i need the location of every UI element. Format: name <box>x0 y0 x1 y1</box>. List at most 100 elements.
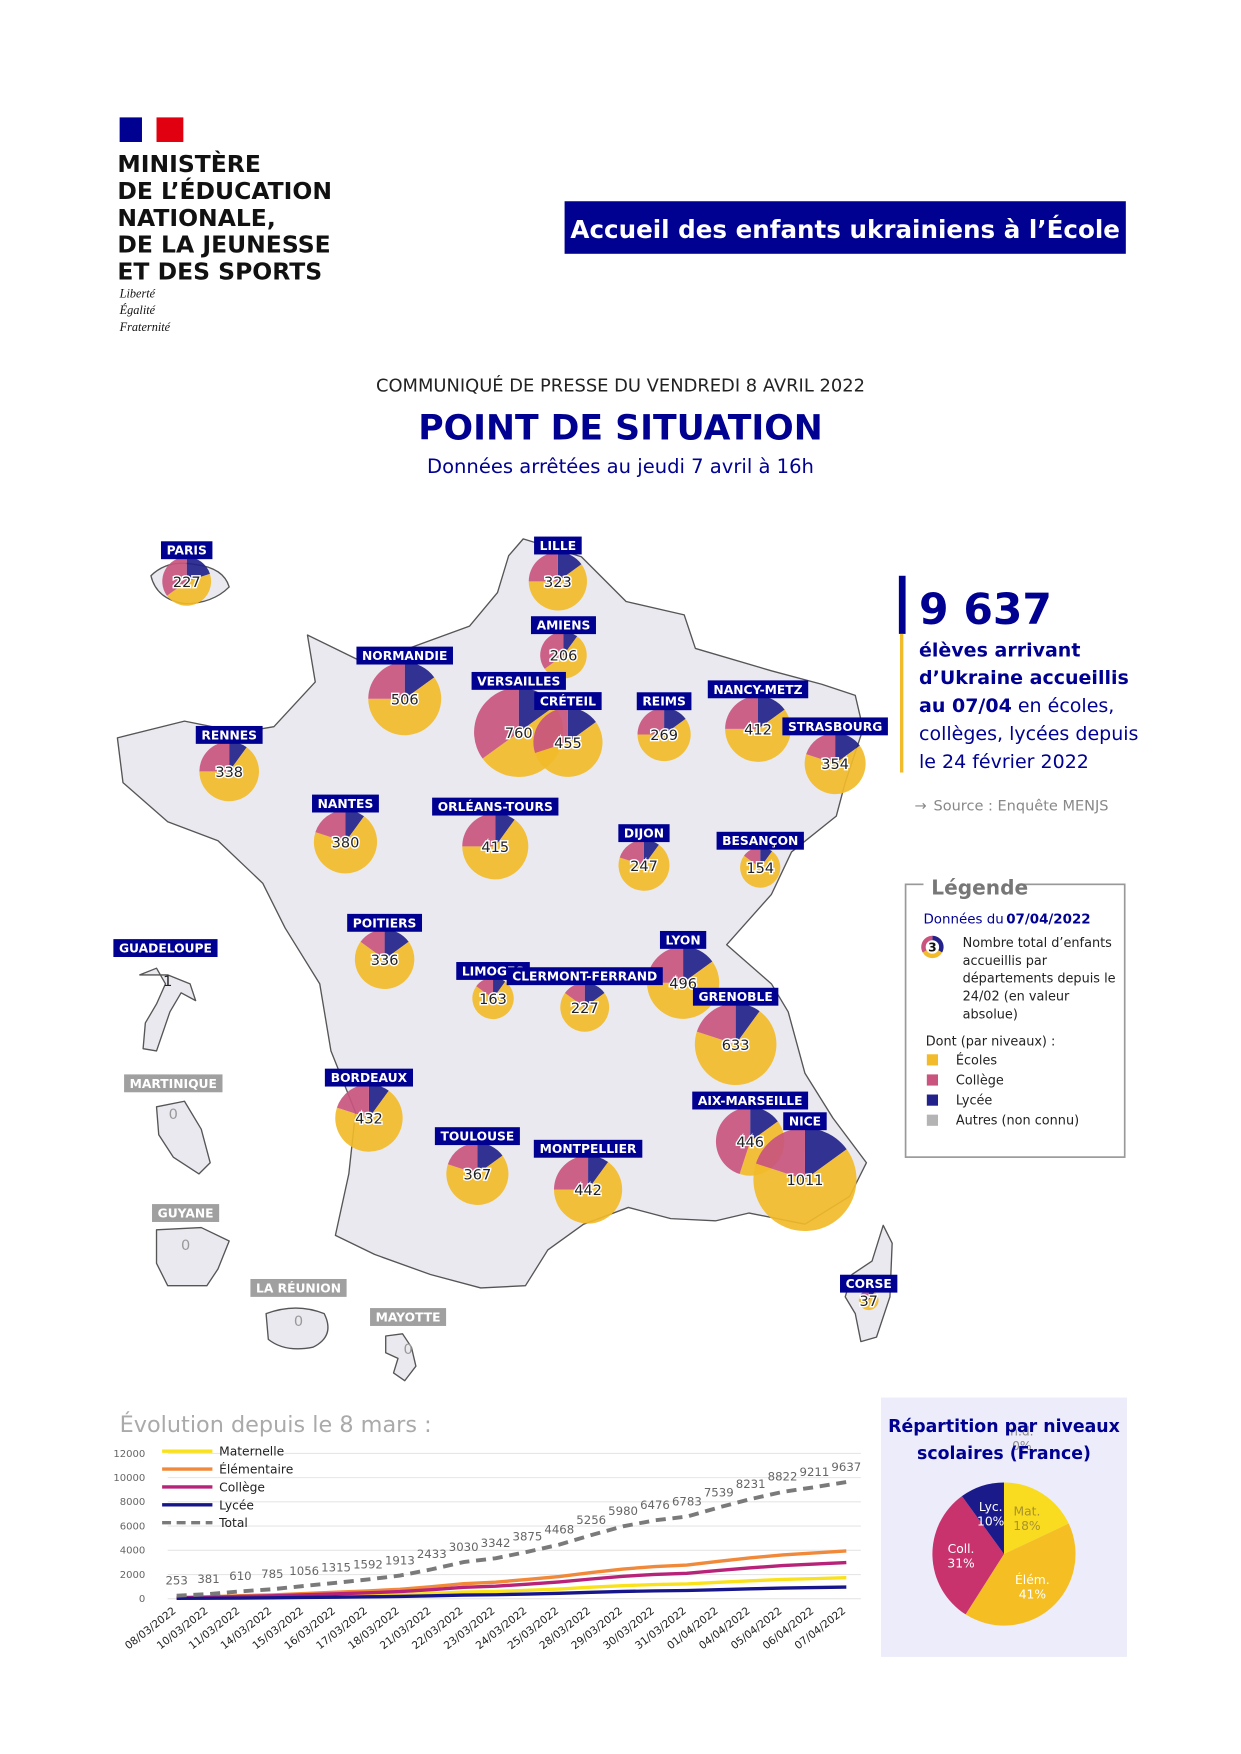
region-label-bg <box>692 1091 809 1110</box>
region-value: 506 <box>391 692 419 708</box>
y-tick-label: 0 <box>139 1594 145 1605</box>
guadeloupe <box>139 967 197 1052</box>
pie-value: 31% <box>947 1557 974 1571</box>
legend-title: Légende <box>931 875 1028 899</box>
pie-slice <box>961 1482 1004 1555</box>
region-slice <box>229 741 247 772</box>
region-label: LYON <box>666 933 701 947</box>
region-label: LILLE <box>540 539 576 553</box>
legend-label: Collège <box>219 1480 265 1494</box>
region-value: 455 <box>554 736 582 752</box>
region-slice <box>368 1084 389 1118</box>
press-date: COMMUNIQUÉ DE PRESSE DU VENDREDI 8 AVRIL… <box>376 374 865 396</box>
region-label: NANCY-METZ <box>713 683 802 697</box>
region-slice <box>664 707 686 735</box>
legend-item: Écoles <box>956 1052 998 1068</box>
legend-swatch <box>926 1074 939 1086</box>
pie-slice <box>1003 1482 1069 1555</box>
region-slice <box>740 851 781 888</box>
region-slice <box>186 556 210 582</box>
stat-bold: élèves arrivant d’Ukraine accueillis au … <box>918 639 1129 718</box>
region-label: TOULOUSE <box>440 1130 514 1144</box>
region-pie <box>637 707 691 762</box>
motto-line: Fraternité <box>119 320 171 334</box>
data-label: 381 <box>197 1572 219 1586</box>
stat-bar-accent <box>899 633 904 773</box>
flag-blue <box>119 117 142 142</box>
region-pie <box>533 707 603 777</box>
region-label-bg <box>636 692 692 711</box>
region-pie <box>162 556 212 606</box>
region-label: PARIS <box>167 544 207 558</box>
region-label-bg <box>716 831 804 850</box>
region-pie <box>335 1084 403 1152</box>
region-slice <box>735 1003 760 1045</box>
region-label: CLERMONT-FERRAND <box>512 970 657 984</box>
overseas-value: 0 <box>169 1107 178 1123</box>
overseas-value: 0 <box>181 1238 190 1254</box>
flag-red <box>156 117 184 142</box>
legend-example-center <box>925 940 940 954</box>
region-label: DIJON <box>624 827 664 841</box>
region-pie <box>740 847 781 888</box>
region-label: CRÉTEIL <box>540 694 596 709</box>
region-pie <box>368 662 442 736</box>
region-slice <box>725 709 791 762</box>
pie-category: n.d. <box>1010 1425 1033 1439</box>
region-label: RENNES <box>201 728 257 742</box>
banner <box>564 201 1126 254</box>
mayotte <box>385 1333 417 1382</box>
data-label: 610 <box>229 1569 251 1583</box>
region-slice <box>335 1090 403 1152</box>
region-value: 227 <box>173 575 201 591</box>
region-slice <box>493 977 506 999</box>
ministry-line: NATIONALE, <box>117 204 275 232</box>
region-slice <box>462 819 529 880</box>
region-value: 163 <box>479 992 507 1008</box>
region-slice <box>683 946 713 983</box>
motto: Liberté Égalité Fraternité <box>119 286 171 334</box>
region-value: 247 <box>630 859 658 875</box>
flag-white <box>141 117 157 142</box>
legend-example-number: 3 <box>928 940 937 954</box>
legend-swatch <box>926 1054 939 1066</box>
region-value: 415 <box>481 840 509 856</box>
pie-value: 0% <box>1012 1439 1031 1453</box>
region-label: MAYOTTE <box>376 1310 441 1324</box>
region-label: NANTES <box>318 797 374 811</box>
region-label: BESANÇON <box>722 834 798 848</box>
region-slice <box>472 981 514 1020</box>
region-slice <box>447 1142 478 1174</box>
region-label: REIMS <box>642 695 685 709</box>
region-label-bg <box>250 1278 347 1297</box>
legend-breakdown-title: Dont (par niveaux) : <box>926 1034 1056 1049</box>
region-value: 37 <box>859 1294 877 1310</box>
region-pie <box>725 696 791 762</box>
region-slice <box>535 722 603 777</box>
region-value: 496 <box>669 976 697 992</box>
region-label: ORLÉANS-TOURS <box>438 799 553 814</box>
region-slice <box>637 707 665 735</box>
region-value: 354 <box>821 757 849 773</box>
region-slice <box>694 1011 777 1085</box>
motto-line: Liberté <box>119 286 156 300</box>
legend-label: Lycée <box>219 1498 254 1512</box>
region-pie <box>199 741 259 802</box>
region-slice <box>557 552 582 582</box>
region-label: GRENOBLE <box>699 990 773 1004</box>
series-line <box>176 1585 847 1601</box>
press-title: POINT DE SITUATION <box>418 408 823 448</box>
region-label-bg <box>506 967 663 986</box>
region-label: NICE <box>789 1115 821 1129</box>
region-value: 367 <box>464 1167 492 1183</box>
region-label-bg <box>124 1074 223 1093</box>
legend-example <box>921 935 944 959</box>
series-line <box>176 1560 847 1600</box>
source: Source : Enquête MENJS <box>934 799 1109 815</box>
region-value: 760 <box>505 726 533 742</box>
region-label-bg <box>324 1068 414 1087</box>
region-label-bg <box>370 1308 447 1326</box>
region-pie <box>618 839 670 891</box>
